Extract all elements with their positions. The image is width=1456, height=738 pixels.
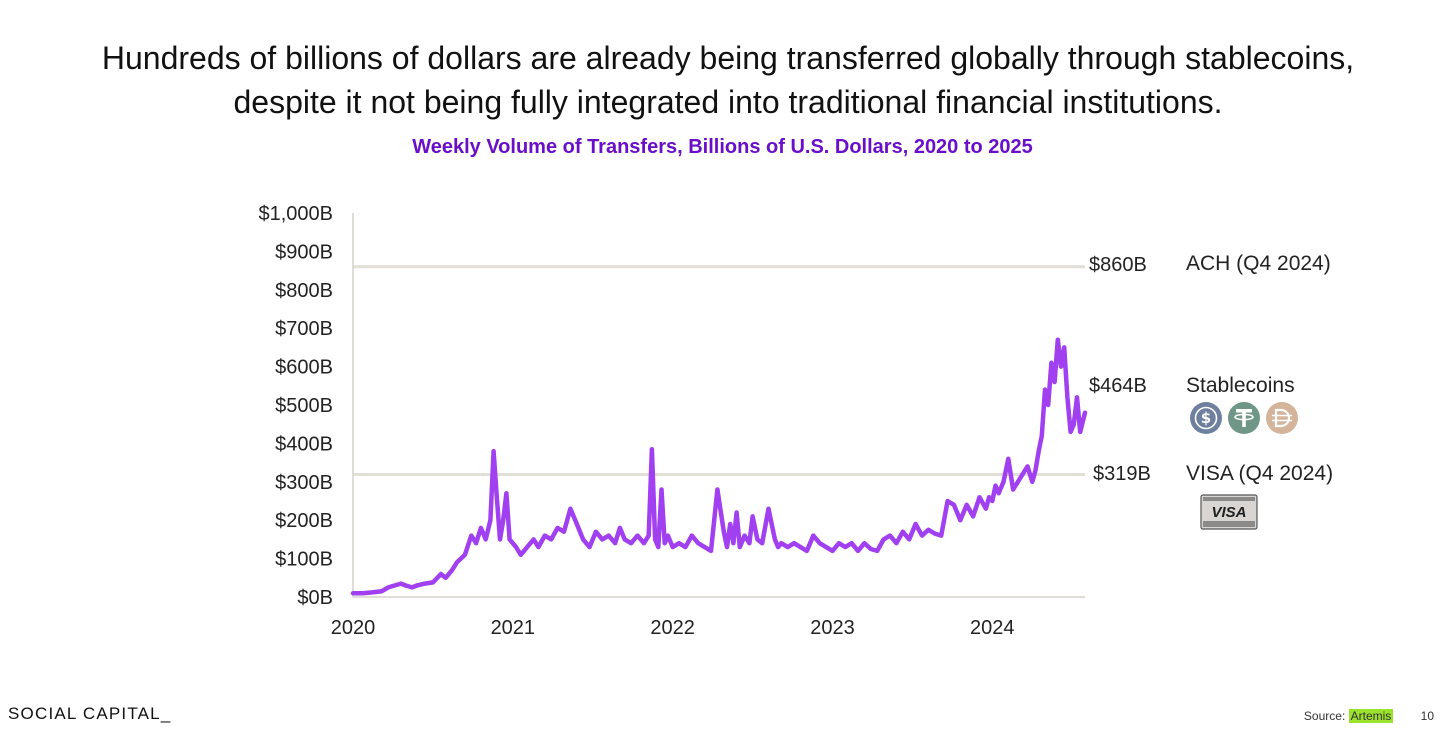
visa-card-icon: VISA [1200, 494, 1258, 530]
y-tick-label: $1,000B [258, 203, 333, 225]
stablecoins-name-label: Stablecoins [1186, 374, 1295, 397]
svg-text:VISA: VISA [1211, 504, 1246, 521]
axes [352, 213, 1085, 598]
brand-wordmark: SOCIAL CAPITAL_ [8, 704, 172, 723]
x-tick-label: 2023 [810, 617, 855, 639]
y-tick-label: $0B [297, 587, 333, 609]
y-axis-ticks: $0B $100B $200B $300B $400B $500B $600B $700B $8… [258, 203, 333, 609]
y-tick-label: $500B [275, 395, 333, 417]
svg-text:$: $ [1201, 409, 1211, 427]
x-tick-label: 2022 [650, 617, 695, 639]
visa-value-label: $319B [1093, 463, 1151, 485]
page-number: 10 [1420, 709, 1434, 723]
reference-lines [353, 265, 1085, 477]
ach-value-label: $860B [1089, 254, 1147, 276]
stablecoins-series-line [350, 337, 1088, 596]
visa-name-label: VISA (Q4 2024) [1186, 462, 1333, 485]
y-tick-label: $100B [275, 549, 333, 571]
x-tick-label: 2020 [331, 617, 376, 639]
ach-name-label: ACH (Q4 2024) [1186, 252, 1331, 275]
source-label: Source: [1303, 709, 1346, 723]
stablecoins-value-label: $464B [1089, 375, 1147, 397]
y-tick-label: $400B [275, 433, 333, 455]
usdt-coin-icon [1228, 402, 1260, 434]
x-axis-ticks: 2020 2021 2022 2023 2024 [331, 617, 1015, 639]
stablecoin-icons: $ [1190, 402, 1298, 434]
headline: Hundreds of billions of dollars are alre… [101, 40, 1355, 120]
y-tick-label: $800B [275, 280, 333, 302]
y-tick-label: $600B [275, 357, 333, 379]
footer: Source: Artemis 10 [1304, 709, 1434, 723]
source-name: Artemis [1348, 709, 1394, 723]
dai-coin-icon [1266, 402, 1298, 434]
y-tick-label: $700B [275, 318, 333, 340]
usdc-coin-icon: $ [1190, 402, 1222, 434]
x-tick-label: 2024 [970, 617, 1015, 639]
reference-labels: $860B ACH (Q4 2024) $464B Stablecoins $3… [1089, 252, 1333, 485]
x-tick-label: 2021 [491, 617, 536, 639]
y-tick-label: $300B [275, 472, 333, 494]
chart-subtitle: Weekly Volume of Transfers, Billions of … [412, 136, 1033, 158]
y-tick-label: $200B [275, 510, 333, 532]
chart: $0B $100B $200B $300B $400B $500B $600B $700B $8… [258, 203, 1333, 639]
y-tick-label: $900B [275, 241, 333, 263]
